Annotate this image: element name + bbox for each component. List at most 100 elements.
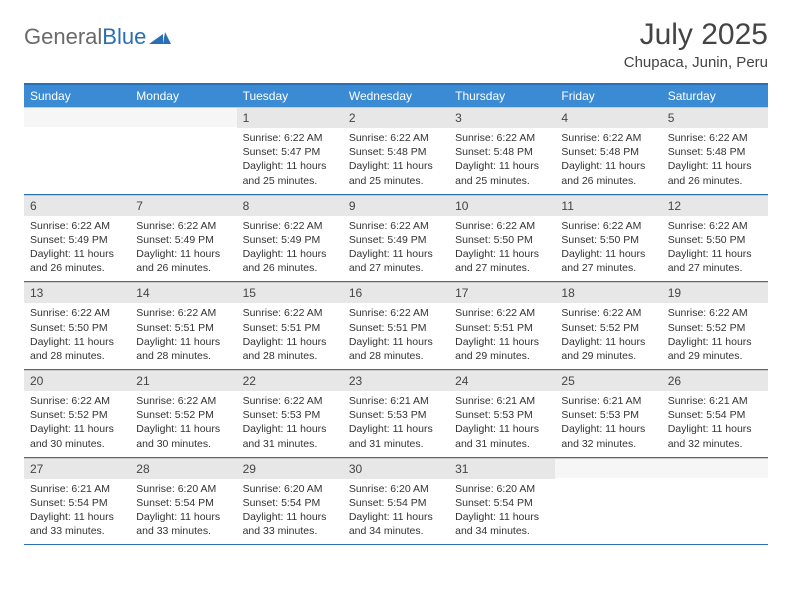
day-info: Sunrise: 6:20 AMSunset: 5:54 PMDaylight:…: [343, 479, 449, 539]
day-cell: 29Sunrise: 6:20 AMSunset: 5:54 PMDayligh…: [237, 458, 343, 545]
day-number: [24, 107, 130, 127]
daylight-text: Daylight: 11 hours and 29 minutes.: [561, 335, 655, 363]
day-info: Sunrise: 6:22 AMSunset: 5:48 PMDaylight:…: [662, 128, 768, 188]
day-number: 12: [662, 195, 768, 216]
day-number: 29: [237, 458, 343, 479]
day-info: Sunrise: 6:21 AMSunset: 5:53 PMDaylight:…: [449, 391, 555, 451]
week-row: 27Sunrise: 6:21 AMSunset: 5:54 PMDayligh…: [24, 458, 768, 546]
day-number: 8: [237, 195, 343, 216]
day-number: 6: [24, 195, 130, 216]
sunrise-text: Sunrise: 6:22 AM: [30, 219, 124, 233]
weekday-header: Sunday: [24, 85, 130, 107]
day-info: Sunrise: 6:22 AMSunset: 5:52 PMDaylight:…: [662, 303, 768, 363]
brand-text-1: General: [24, 24, 102, 50]
daylight-text: Daylight: 11 hours and 33 minutes.: [30, 510, 124, 538]
daylight-text: Daylight: 11 hours and 31 minutes.: [349, 422, 443, 450]
day-cell: 2Sunrise: 6:22 AMSunset: 5:48 PMDaylight…: [343, 107, 449, 194]
weekday-header-row: Sunday Monday Tuesday Wednesday Thursday…: [24, 85, 768, 107]
sunset-text: Sunset: 5:50 PM: [30, 321, 124, 335]
day-number: 22: [237, 370, 343, 391]
day-cell: 30Sunrise: 6:20 AMSunset: 5:54 PMDayligh…: [343, 458, 449, 545]
day-info: Sunrise: 6:22 AMSunset: 5:49 PMDaylight:…: [130, 216, 236, 276]
day-cell: [24, 107, 130, 194]
daylight-text: Daylight: 11 hours and 25 minutes.: [243, 159, 337, 187]
daylight-text: Daylight: 11 hours and 26 minutes.: [561, 159, 655, 187]
day-info: Sunrise: 6:21 AMSunset: 5:54 PMDaylight:…: [662, 391, 768, 451]
day-cell: 4Sunrise: 6:22 AMSunset: 5:48 PMDaylight…: [555, 107, 661, 194]
day-cell: 16Sunrise: 6:22 AMSunset: 5:51 PMDayligh…: [343, 282, 449, 369]
day-info: Sunrise: 6:21 AMSunset: 5:53 PMDaylight:…: [343, 391, 449, 451]
weekday-header: Friday: [555, 85, 661, 107]
day-cell: 10Sunrise: 6:22 AMSunset: 5:50 PMDayligh…: [449, 195, 555, 282]
day-cell: 9Sunrise: 6:22 AMSunset: 5:49 PMDaylight…: [343, 195, 449, 282]
day-info: Sunrise: 6:22 AMSunset: 5:48 PMDaylight:…: [343, 128, 449, 188]
sunset-text: Sunset: 5:54 PM: [30, 496, 124, 510]
daylight-text: Daylight: 11 hours and 29 minutes.: [668, 335, 762, 363]
day-number: 18: [555, 282, 661, 303]
daylight-text: Daylight: 11 hours and 30 minutes.: [136, 422, 230, 450]
day-number: 30: [343, 458, 449, 479]
daylight-text: Daylight: 11 hours and 26 minutes.: [136, 247, 230, 275]
day-cell: 26Sunrise: 6:21 AMSunset: 5:54 PMDayligh…: [662, 370, 768, 457]
sunrise-text: Sunrise: 6:22 AM: [455, 306, 549, 320]
brand-mark-icon: [149, 24, 171, 50]
sunset-text: Sunset: 5:54 PM: [455, 496, 549, 510]
sunrise-text: Sunrise: 6:22 AM: [136, 219, 230, 233]
sunrise-text: Sunrise: 6:22 AM: [561, 131, 655, 145]
sunrise-text: Sunrise: 6:20 AM: [455, 482, 549, 496]
daylight-text: Daylight: 11 hours and 31 minutes.: [243, 422, 337, 450]
day-info: Sunrise: 6:21 AMSunset: 5:53 PMDaylight:…: [555, 391, 661, 451]
sunrise-text: Sunrise: 6:21 AM: [561, 394, 655, 408]
daylight-text: Daylight: 11 hours and 29 minutes.: [455, 335, 549, 363]
title-block: July 2025 Chupaca, Junin, Peru: [624, 18, 768, 71]
day-cell: 23Sunrise: 6:21 AMSunset: 5:53 PMDayligh…: [343, 370, 449, 457]
brand-logo: GeneralBlue: [24, 18, 171, 50]
location-subtitle: Chupaca, Junin, Peru: [624, 54, 768, 71]
day-number: 1: [237, 107, 343, 128]
day-number: 14: [130, 282, 236, 303]
day-info: Sunrise: 6:22 AMSunset: 5:48 PMDaylight:…: [555, 128, 661, 188]
sunrise-text: Sunrise: 6:21 AM: [455, 394, 549, 408]
sunrise-text: Sunrise: 6:22 AM: [349, 219, 443, 233]
sunrise-text: Sunrise: 6:22 AM: [30, 306, 124, 320]
day-number: 16: [343, 282, 449, 303]
day-number: 19: [662, 282, 768, 303]
day-number: 10: [449, 195, 555, 216]
day-cell: 19Sunrise: 6:22 AMSunset: 5:52 PMDayligh…: [662, 282, 768, 369]
day-cell: 21Sunrise: 6:22 AMSunset: 5:52 PMDayligh…: [130, 370, 236, 457]
day-cell: 31Sunrise: 6:20 AMSunset: 5:54 PMDayligh…: [449, 458, 555, 545]
day-number: 5: [662, 107, 768, 128]
daylight-text: Daylight: 11 hours and 28 minutes.: [349, 335, 443, 363]
day-number: 28: [130, 458, 236, 479]
sunset-text: Sunset: 5:54 PM: [136, 496, 230, 510]
week-row: 6Sunrise: 6:22 AMSunset: 5:49 PMDaylight…: [24, 195, 768, 283]
sunset-text: Sunset: 5:50 PM: [455, 233, 549, 247]
sunrise-text: Sunrise: 6:22 AM: [668, 131, 762, 145]
sunrise-text: Sunrise: 6:20 AM: [136, 482, 230, 496]
sunset-text: Sunset: 5:52 PM: [561, 321, 655, 335]
daylight-text: Daylight: 11 hours and 28 minutes.: [136, 335, 230, 363]
day-cell: 8Sunrise: 6:22 AMSunset: 5:49 PMDaylight…: [237, 195, 343, 282]
day-cell: 17Sunrise: 6:22 AMSunset: 5:51 PMDayligh…: [449, 282, 555, 369]
day-cell: 5Sunrise: 6:22 AMSunset: 5:48 PMDaylight…: [662, 107, 768, 194]
page-title: July 2025: [624, 18, 768, 52]
calendar-page: GeneralBlue July 2025 Chupaca, Junin, Pe…: [0, 0, 792, 563]
daylight-text: Daylight: 11 hours and 27 minutes.: [561, 247, 655, 275]
day-info: Sunrise: 6:21 AMSunset: 5:54 PMDaylight:…: [24, 479, 130, 539]
day-cell: 25Sunrise: 6:21 AMSunset: 5:53 PMDayligh…: [555, 370, 661, 457]
day-cell: 15Sunrise: 6:22 AMSunset: 5:51 PMDayligh…: [237, 282, 343, 369]
daylight-text: Daylight: 11 hours and 31 minutes.: [455, 422, 549, 450]
daylight-text: Daylight: 11 hours and 33 minutes.: [243, 510, 337, 538]
daylight-text: Daylight: 11 hours and 27 minutes.: [668, 247, 762, 275]
sunrise-text: Sunrise: 6:21 AM: [668, 394, 762, 408]
week-row: 13Sunrise: 6:22 AMSunset: 5:50 PMDayligh…: [24, 282, 768, 370]
day-info: Sunrise: 6:22 AMSunset: 5:49 PMDaylight:…: [237, 216, 343, 276]
daylight-text: Daylight: 11 hours and 28 minutes.: [243, 335, 337, 363]
day-cell: 24Sunrise: 6:21 AMSunset: 5:53 PMDayligh…: [449, 370, 555, 457]
sunrise-text: Sunrise: 6:22 AM: [30, 394, 124, 408]
day-number: 27: [24, 458, 130, 479]
sunset-text: Sunset: 5:49 PM: [30, 233, 124, 247]
calendar-grid: Sunday Monday Tuesday Wednesday Thursday…: [24, 83, 768, 545]
day-number: 17: [449, 282, 555, 303]
daylight-text: Daylight: 11 hours and 34 minutes.: [455, 510, 549, 538]
